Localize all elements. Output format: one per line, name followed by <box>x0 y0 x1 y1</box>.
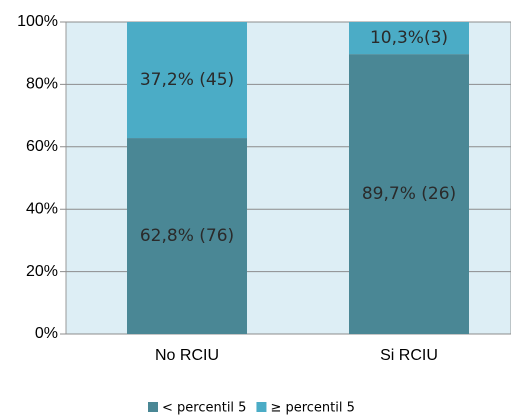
data-label: 37,2% (45) <box>140 70 234 90</box>
y-tick-label: 40% <box>26 200 58 217</box>
legend-swatch <box>148 402 158 412</box>
y-tick-label: 80% <box>26 76 58 93</box>
y-tick-label: 0% <box>35 325 58 342</box>
legend-label: ≥ percentil 5 <box>270 401 354 416</box>
data-label: 62,8% (76) <box>140 226 234 246</box>
data-label: 10,3%(3) <box>370 28 448 48</box>
y-tick-label: 20% <box>26 263 58 280</box>
data-label: 89,7% (26) <box>362 184 456 204</box>
x-tick-label: No RCIU <box>155 347 219 364</box>
legend-swatch <box>256 402 267 412</box>
bar-segment <box>349 22 469 55</box>
y-tick-label: 100% <box>17 13 58 30</box>
y-tick-label: 60% <box>26 138 58 155</box>
bar-segment <box>349 54 469 335</box>
x-tick-label: Si RCIU <box>380 347 438 364</box>
bar-segment <box>127 138 247 334</box>
legend-label: < percentil 5 <box>162 401 246 416</box>
bar-segment <box>127 22 247 139</box>
